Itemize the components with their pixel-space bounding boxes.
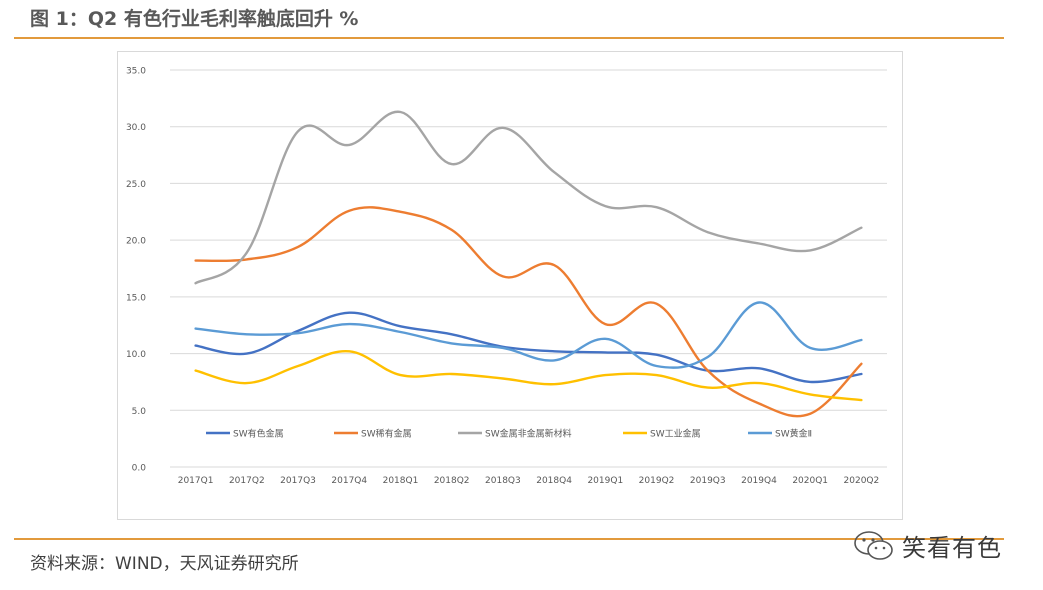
x-tick-label: 2019Q4 bbox=[741, 476, 777, 486]
x-tick-label: 2018Q4 bbox=[536, 476, 572, 486]
legend-label: SW有色金属 bbox=[233, 428, 284, 440]
chart-frame: 0.0 5.0 10.0 15.0 20.0 25.0 30.0 35.0 2017Q1 2017… bbox=[117, 51, 903, 520]
y-tick-label: 30.0 bbox=[126, 123, 146, 133]
x-tick-label: 2020Q1 bbox=[792, 476, 828, 486]
x-tick-label: 2017Q2 bbox=[229, 476, 265, 486]
y-tick-label: 0.0 bbox=[132, 464, 147, 474]
figure-title: 图 1：Q2 有色行业毛利率触底回升 % bbox=[30, 8, 359, 30]
x-tick-label: 2017Q4 bbox=[331, 476, 367, 486]
series-line-1 bbox=[194, 311, 863, 384]
x-tick-label: 2019Q2 bbox=[639, 476, 675, 486]
source-note: 资料来源：WIND，天风证券研究所 bbox=[30, 554, 299, 574]
series-line-5 bbox=[194, 301, 863, 369]
watermark: 笑看有色 bbox=[852, 528, 1002, 563]
legend-label: SW金属非金属新材料 bbox=[485, 428, 572, 440]
legend-label: SW工业金属 bbox=[650, 428, 701, 440]
y-tick-label: 15.0 bbox=[126, 293, 146, 303]
series-line-3 bbox=[194, 110, 863, 285]
bottom-divider bbox=[14, 538, 1004, 540]
y-tick-label: 10.0 bbox=[126, 350, 146, 360]
wechat-icon bbox=[854, 530, 893, 560]
top-divider bbox=[14, 37, 1004, 39]
legend-label: SW黄金Ⅱ bbox=[775, 428, 812, 440]
y-tick-label: 5.0 bbox=[132, 407, 147, 417]
x-tick-label: 2019Q1 bbox=[587, 476, 623, 486]
x-tick-label: 2018Q2 bbox=[434, 476, 470, 486]
x-tick-label: 2017Q3 bbox=[280, 476, 316, 486]
watermark-text: 笑看有色 bbox=[902, 534, 1002, 562]
y-tick-label: 25.0 bbox=[126, 180, 146, 190]
x-tick-label: 2018Q1 bbox=[383, 476, 419, 486]
legend-label: SW稀有金属 bbox=[361, 428, 412, 440]
x-tick-label: 2020Q2 bbox=[844, 476, 880, 486]
x-tick-label: 2017Q1 bbox=[178, 476, 214, 486]
x-tick-label: 2019Q3 bbox=[690, 476, 726, 486]
x-tick-label: 2018Q3 bbox=[485, 476, 521, 486]
series-line-4 bbox=[194, 350, 863, 402]
series-line-2 bbox=[194, 206, 863, 418]
y-tick-label: 35.0 bbox=[126, 67, 146, 77]
line-chart: 0.0 5.0 10.0 15.0 20.0 25.0 30.0 35.0 2017Q1 2017… bbox=[126, 67, 887, 486]
y-tick-label: 20.0 bbox=[126, 237, 146, 247]
